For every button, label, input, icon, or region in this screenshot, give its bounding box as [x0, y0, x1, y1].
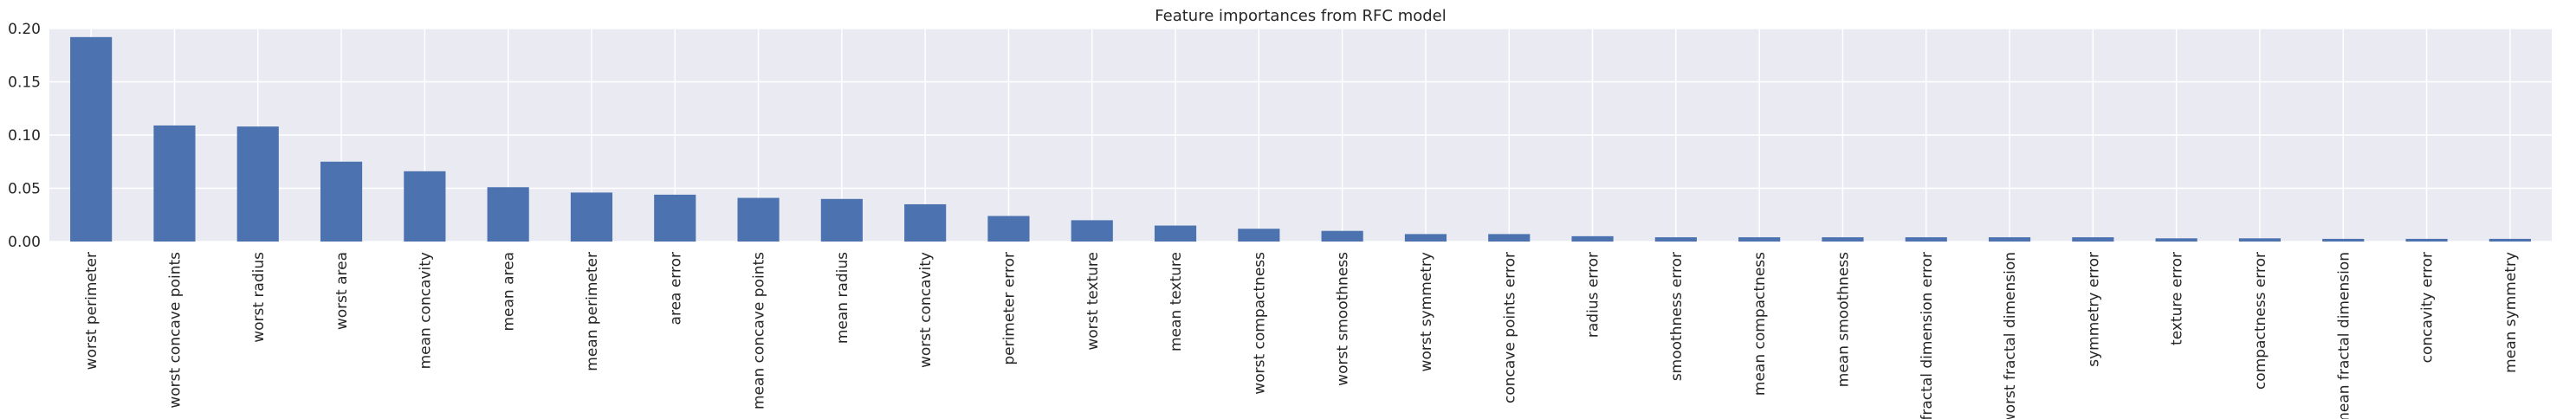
x-tick-label: radius error [1585, 252, 1602, 338]
bar-radius-error [1571, 235, 1614, 242]
bar-area-error [654, 194, 696, 242]
x-tick-label: worst radius [250, 252, 268, 343]
x-tick-label: mean texture [1168, 252, 1185, 351]
x-tick-label: worst texture [1084, 252, 1102, 351]
x-tick-label: mean compactness [1751, 252, 1769, 396]
x-tick-label: mean radius [834, 252, 851, 344]
bar-fractal-dimension-error [1905, 237, 1947, 242]
x-tick-label: mean concavity [417, 252, 434, 369]
x-tick-label: worst smoothness [1335, 252, 1352, 386]
x-tick-label: fractal dimension error [1919, 252, 1936, 419]
bar-worst-concavity [904, 203, 947, 242]
bar-smoothness-error [1654, 237, 1697, 242]
bar-mean-area [487, 187, 529, 242]
bar-concave-points-error [1488, 234, 1531, 242]
bar-symmetry-error [2072, 237, 2114, 242]
x-tick-label: mean concave points [751, 252, 768, 409]
bar-mean-compactness [1738, 237, 1781, 242]
bar-worst-radius [236, 126, 279, 242]
x-tick-label: smoothness error [1668, 252, 1686, 381]
x-tick-label: perimeter error [1000, 252, 1018, 365]
bar-perimeter-error [987, 216, 1030, 242]
y-tick-label: 0.00 [8, 234, 41, 251]
x-tick-label: symmetry error [2085, 252, 2102, 367]
bar-mean-perimeter [570, 192, 613, 242]
bar-mean-symmetry [2489, 238, 2531, 242]
x-tick-label: mean area [501, 252, 518, 332]
bar-worst-compactness [1238, 229, 1280, 242]
x-tick-label: texture error [2169, 252, 2186, 345]
x-tick-label: mean fractal dimension [2335, 252, 2353, 419]
x-axis-ticks: worst perimeter worst concave points worst… [83, 252, 2520, 419]
y-tick-label: 0.05 [8, 181, 41, 198]
bar-worst-concave-points [153, 125, 196, 242]
bar-mean-smoothness [1822, 237, 1864, 242]
x-tick-label: mean smoothness [1835, 252, 1852, 387]
y-tick-label: 0.15 [8, 74, 41, 92]
y-tick-label: 0.10 [8, 127, 41, 145]
bar-mean-concave-points [737, 197, 780, 242]
bar-mean-concavity [404, 171, 446, 242]
bars [70, 36, 2531, 242]
x-tick-label: worst fractal dimension [2002, 252, 2019, 419]
x-tick-label: concave points error [1501, 252, 1518, 403]
x-tick-label: worst concavity [917, 252, 935, 368]
bar-worst-smoothness [1321, 230, 1363, 242]
bar-mean-fractal-dimension [2322, 238, 2365, 242]
y-tick-label: 0.20 [8, 21, 41, 38]
bar-worst-area [320, 161, 363, 242]
x-tick-label: mean symmetry [2502, 252, 2520, 373]
bar-worst-perimeter [70, 36, 113, 242]
bar-concavity-error [2405, 238, 2448, 242]
bar-worst-fractal-dimension [1988, 237, 2031, 242]
x-tick-label: compactness error [2252, 252, 2269, 390]
x-tick-label: worst symmetry [1418, 252, 1435, 371]
bar-texture-error [2155, 238, 2197, 242]
x-tick-label: worst area [333, 252, 351, 330]
x-tick-label: worst compactness [1251, 252, 1268, 395]
bar-worst-texture [1071, 220, 1113, 242]
x-tick-label: mean perimeter [584, 252, 601, 371]
bar-mean-radius [820, 198, 863, 242]
x-tick-label: worst concave points [166, 252, 184, 409]
y-axis-ticks: 0.00 0.05 0.10 0.15 0.20 [8, 21, 41, 251]
x-tick-label: concavity error [2419, 252, 2437, 363]
bar-mean-texture [1154, 225, 1197, 242]
chart-title: Feature importances from RFC model [1155, 7, 1447, 25]
bar-worst-symmetry [1404, 234, 1447, 242]
x-tick-label: area error [667, 252, 684, 325]
x-tick-label: worst perimeter [83, 252, 100, 370]
bar-compactness-error [2238, 238, 2282, 242]
